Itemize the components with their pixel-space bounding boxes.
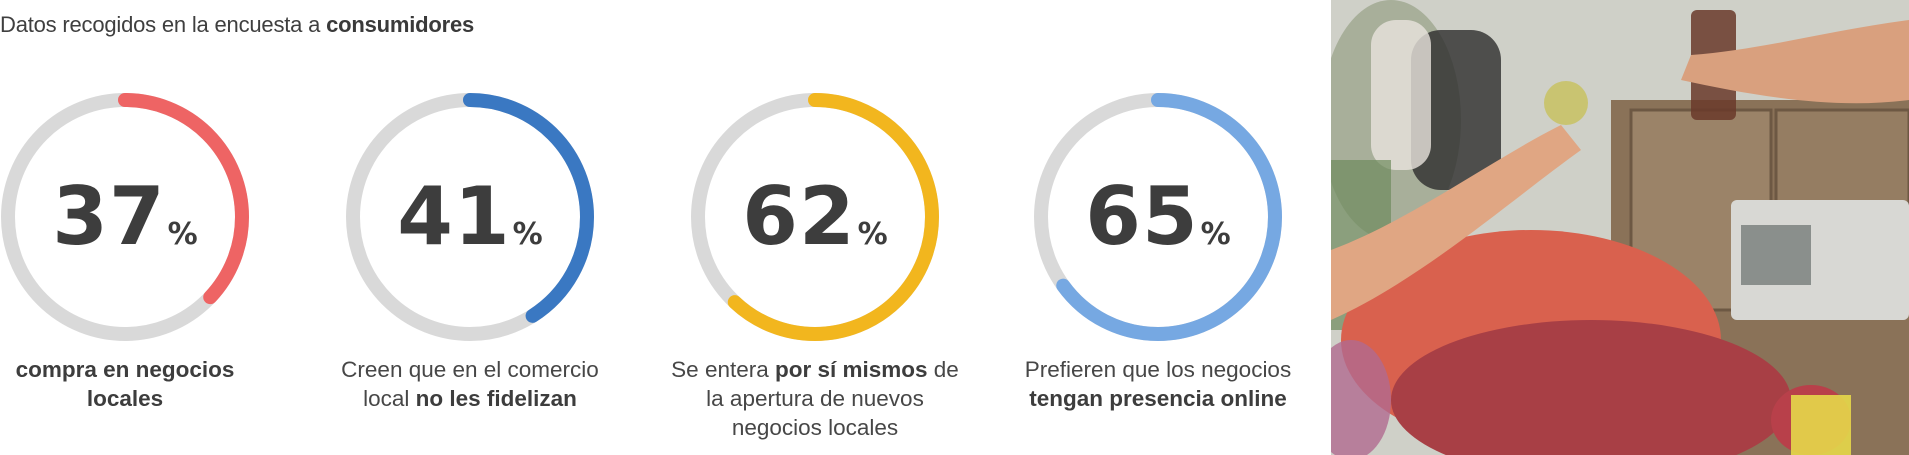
ring-chart-icon xyxy=(1,93,249,341)
caption-segment: Se entera xyxy=(671,357,775,382)
caption-segment: no les fidelizan xyxy=(415,386,577,411)
market-photo xyxy=(1331,0,1909,455)
stat-caption-4: Prefieren que los negocios tengan presen… xyxy=(1013,355,1303,413)
title-prefix: Datos recogidos en la encuesta a xyxy=(0,12,327,37)
stat-caption-1: compra en negocios locales xyxy=(0,355,270,413)
caption-segment: por sí mismos xyxy=(775,357,928,382)
stat-value: 41% xyxy=(397,170,543,263)
stat-value: 65% xyxy=(1085,170,1231,263)
ring-chart-icon xyxy=(1034,93,1282,341)
caption-segment: compra en negocios locales xyxy=(15,357,235,411)
stat-ring-4: 65% xyxy=(1033,92,1283,342)
caption-segment: tengan presencia online xyxy=(1029,386,1287,411)
stat-caption-3: Se entera por sí mismos de la apertura d… xyxy=(670,355,960,442)
title-bold: consumidores xyxy=(326,12,475,37)
caption-segment: Prefieren que los negocios xyxy=(1024,357,1292,382)
page-title: Datos recogidos en la encuesta a consumi… xyxy=(0,12,474,38)
stat-value: 62% xyxy=(742,170,888,263)
ring-chart-icon xyxy=(346,93,594,341)
stat-ring-1: 37% xyxy=(0,92,250,342)
stat-value: 37% xyxy=(52,170,198,263)
ring-chart-icon xyxy=(691,93,939,341)
stat-ring-2: 41% xyxy=(345,92,595,342)
caption-segment: Creen que en el comercio local xyxy=(341,357,599,411)
stat-caption-2: Creen que en el comercio local no les fi… xyxy=(325,355,615,413)
stat-ring-3: 62% xyxy=(690,92,940,342)
caption-segment: de la apertura de nuevos negocios locale… xyxy=(706,357,959,440)
fruit-market-image-icon xyxy=(1331,0,1909,455)
